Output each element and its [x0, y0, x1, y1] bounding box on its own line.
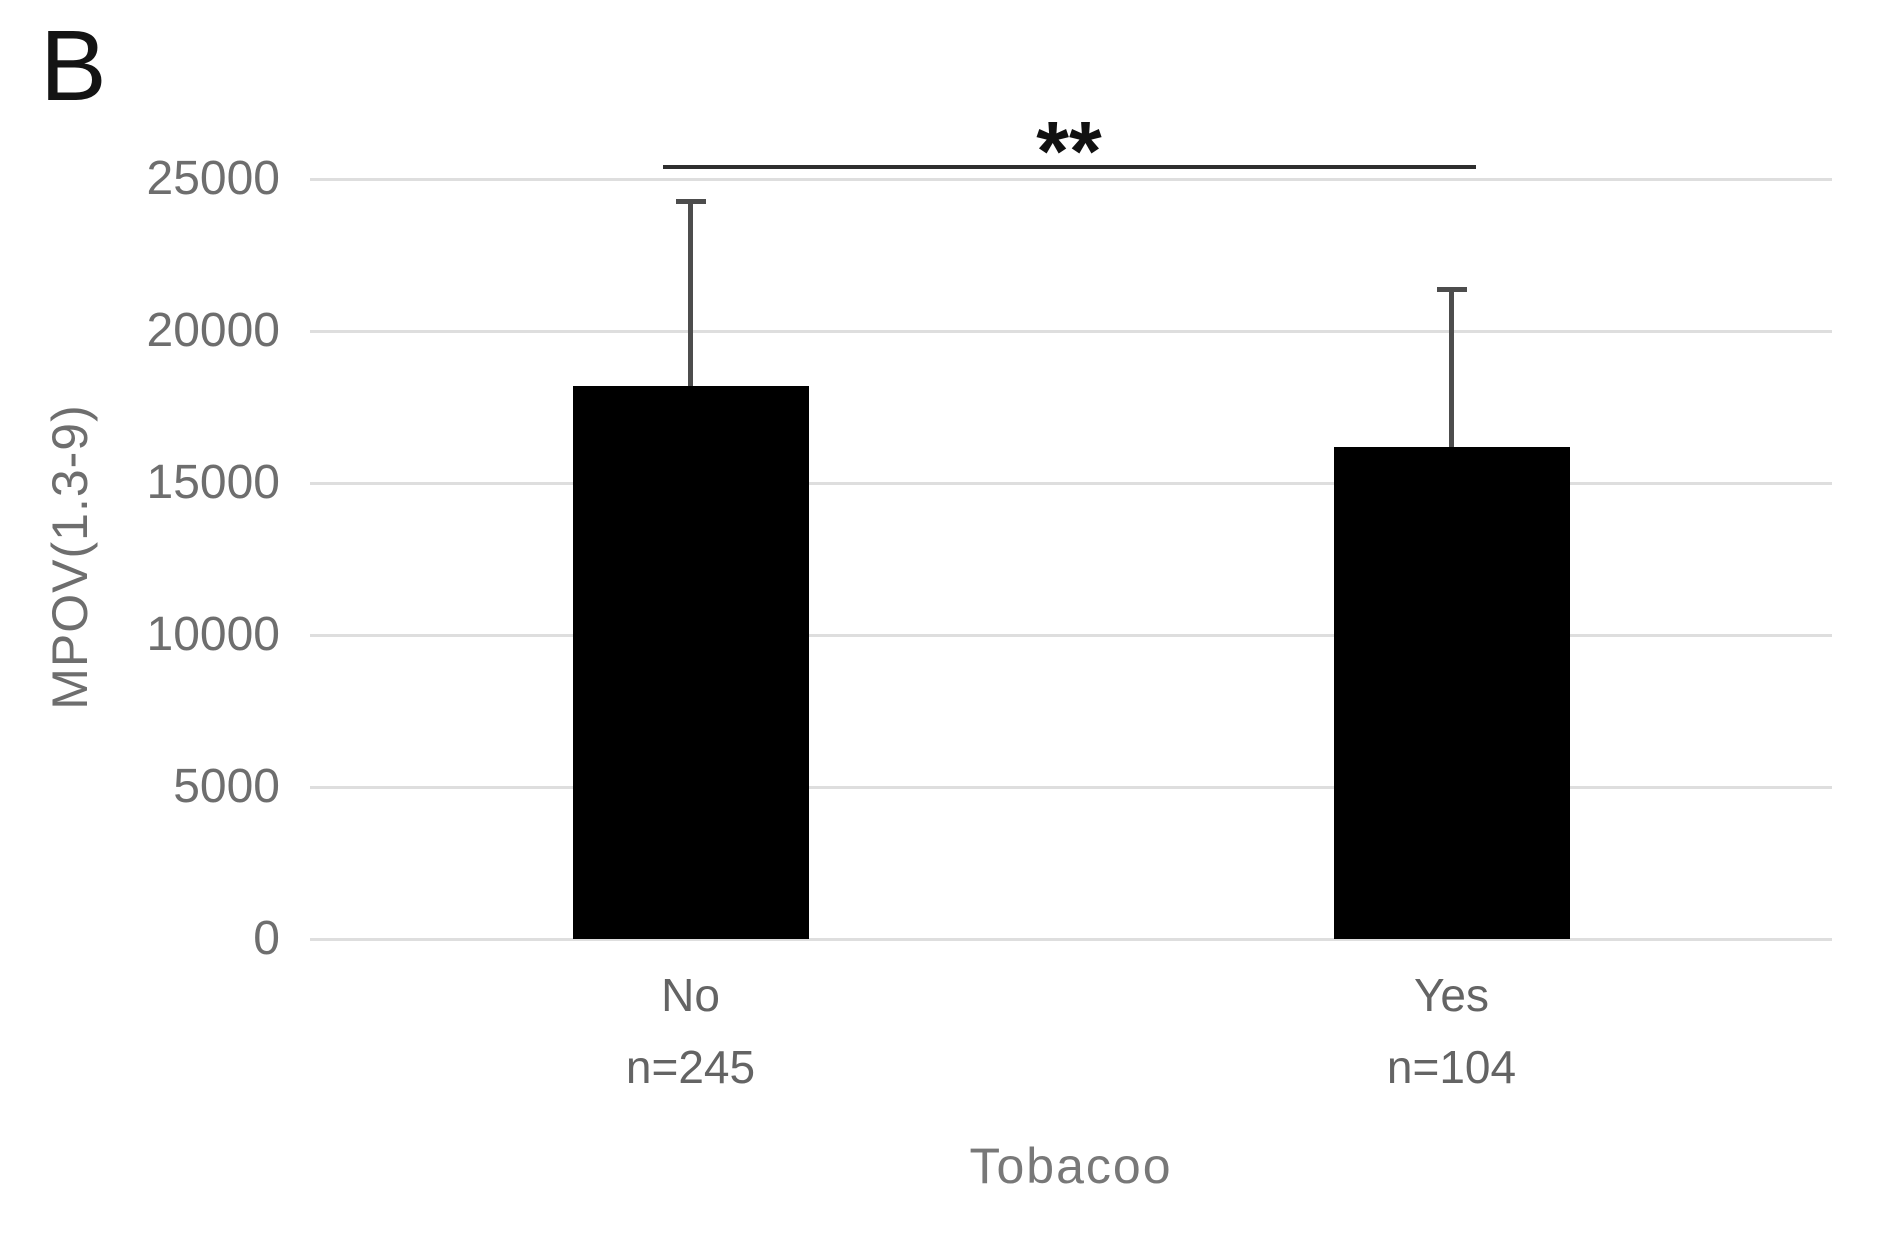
bar-no — [572, 385, 809, 939]
panel-label: B — [40, 10, 107, 122]
gridline-5000 — [310, 785, 1832, 789]
x-axis-labels: No n=245 Yes n=104 — [310, 939, 1832, 1239]
error-bar-line-yes — [1449, 289, 1454, 447]
y-axis-tick-labels: 0 5000 10000 15000 20000 25000 — [80, 100, 280, 965]
n-label-yes: n=104 — [1386, 1041, 1517, 1093]
gridline-25000 — [310, 177, 1832, 181]
gridline-10000 — [310, 633, 1832, 637]
significance-line — [662, 164, 1476, 169]
significance-asterisks: ** — [1036, 103, 1102, 198]
category-label-no: No — [661, 969, 720, 1021]
gridline-20000 — [310, 329, 1832, 333]
y-tick-label-15000: 15000 — [146, 456, 280, 509]
error-bar-cap-yes — [1436, 287, 1467, 293]
y-tick-label-25000: 25000 — [146, 152, 280, 205]
plot-area: ** — [310, 100, 1832, 941]
y-tick-label-0: 0 — [253, 912, 280, 965]
y-tick-label-5000: 5000 — [173, 760, 280, 813]
gridline-0 — [310, 937, 1832, 941]
x-axis-title: Tobacoo — [969, 1138, 1173, 1194]
category-label-yes: Yes — [1413, 969, 1490, 1021]
y-tick-label-20000: 20000 — [146, 304, 280, 357]
error-bar-cap-no — [675, 199, 706, 205]
n-label-no: n=245 — [625, 1041, 756, 1093]
bar-yes — [1333, 446, 1570, 939]
gridline-15000 — [310, 481, 1832, 485]
error-bar-line-no — [688, 201, 693, 386]
y-tick-label-10000: 10000 — [146, 608, 280, 661]
